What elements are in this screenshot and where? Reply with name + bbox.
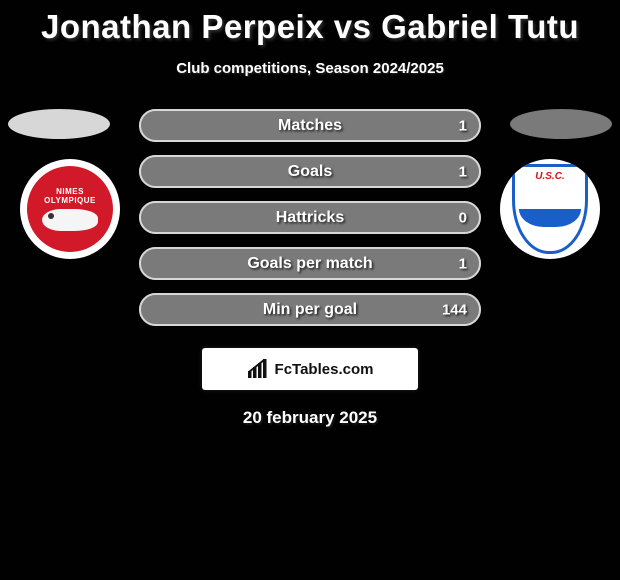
stat-value-right: 1 xyxy=(459,117,467,134)
nimes-badge-icon: NIMES OLYMPIQUE xyxy=(27,166,113,252)
stat-value-right: 1 xyxy=(459,255,467,272)
fctables-logo-icon xyxy=(247,359,269,379)
comparison-panel: NIMES OLYMPIQUE U.S.C. Matches1Goals1Hat… xyxy=(0,109,620,428)
snapshot-date: 20 february 2025 xyxy=(0,408,620,428)
stat-value-right: 0 xyxy=(459,209,467,226)
page-title: Jonathan Perpeix vs Gabriel Tutu xyxy=(0,0,620,46)
brand-text: FcTables.com xyxy=(275,361,374,378)
stat-row: Hattricks0 xyxy=(139,201,481,234)
stat-row: Goals per match1 xyxy=(139,247,481,280)
stat-row: Min per goal144 xyxy=(139,293,481,326)
stat-label: Matches xyxy=(139,117,481,135)
shield-wave-icon xyxy=(519,209,581,227)
right-player-oval xyxy=(510,109,612,139)
page-subtitle: Club competitions, Season 2024/2025 xyxy=(0,60,620,77)
stat-label: Goals xyxy=(139,163,481,181)
stat-row: Matches1 xyxy=(139,109,481,142)
stat-label: Hattricks xyxy=(139,209,481,227)
left-player-oval xyxy=(8,109,110,139)
crocodile-icon xyxy=(42,209,98,231)
badge-initials: U.S.C. xyxy=(535,171,564,182)
stat-value-right: 1 xyxy=(459,163,467,180)
badge-text-bottom: OLYMPIQUE xyxy=(44,196,96,205)
stat-value-right: 144 xyxy=(442,301,467,318)
left-club-badge: NIMES OLYMPIQUE xyxy=(20,159,120,259)
usc-shield-icon: U.S.C. xyxy=(512,164,588,254)
stat-label: Goals per match xyxy=(139,255,481,273)
stats-bars: Matches1Goals1Hattricks0Goals per match1… xyxy=(139,109,481,326)
brand-attribution[interactable]: FcTables.com xyxy=(202,348,418,390)
right-club-badge: U.S.C. xyxy=(500,159,600,259)
stat-label: Min per goal xyxy=(139,301,481,319)
badge-text-top: NIMES xyxy=(56,187,84,196)
stat-row: Goals1 xyxy=(139,155,481,188)
